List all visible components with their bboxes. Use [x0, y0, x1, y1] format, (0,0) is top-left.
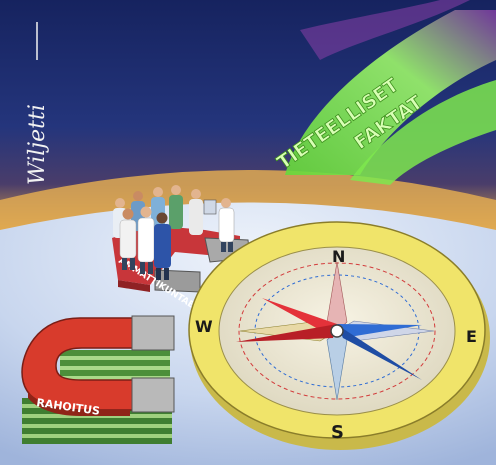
artist-signature: Wiljetti: [25, 104, 50, 185]
compass-south: S: [331, 422, 344, 443]
needle-red-lower: [236, 324, 337, 342]
compass-east: E: [466, 327, 477, 346]
needle-red-upper: [262, 298, 337, 336]
needle-blue-upper: [337, 324, 422, 338]
aurora: [285, 0, 496, 185]
crowd-of-professionals: [113, 185, 235, 280]
compass: [188, 221, 490, 450]
magnet-with-money: [21, 315, 175, 444]
compass-north: N: [332, 247, 345, 266]
compass-west: W: [195, 317, 213, 336]
needle-blue-lower: [339, 326, 422, 380]
needle-pivot: [330, 324, 344, 338]
